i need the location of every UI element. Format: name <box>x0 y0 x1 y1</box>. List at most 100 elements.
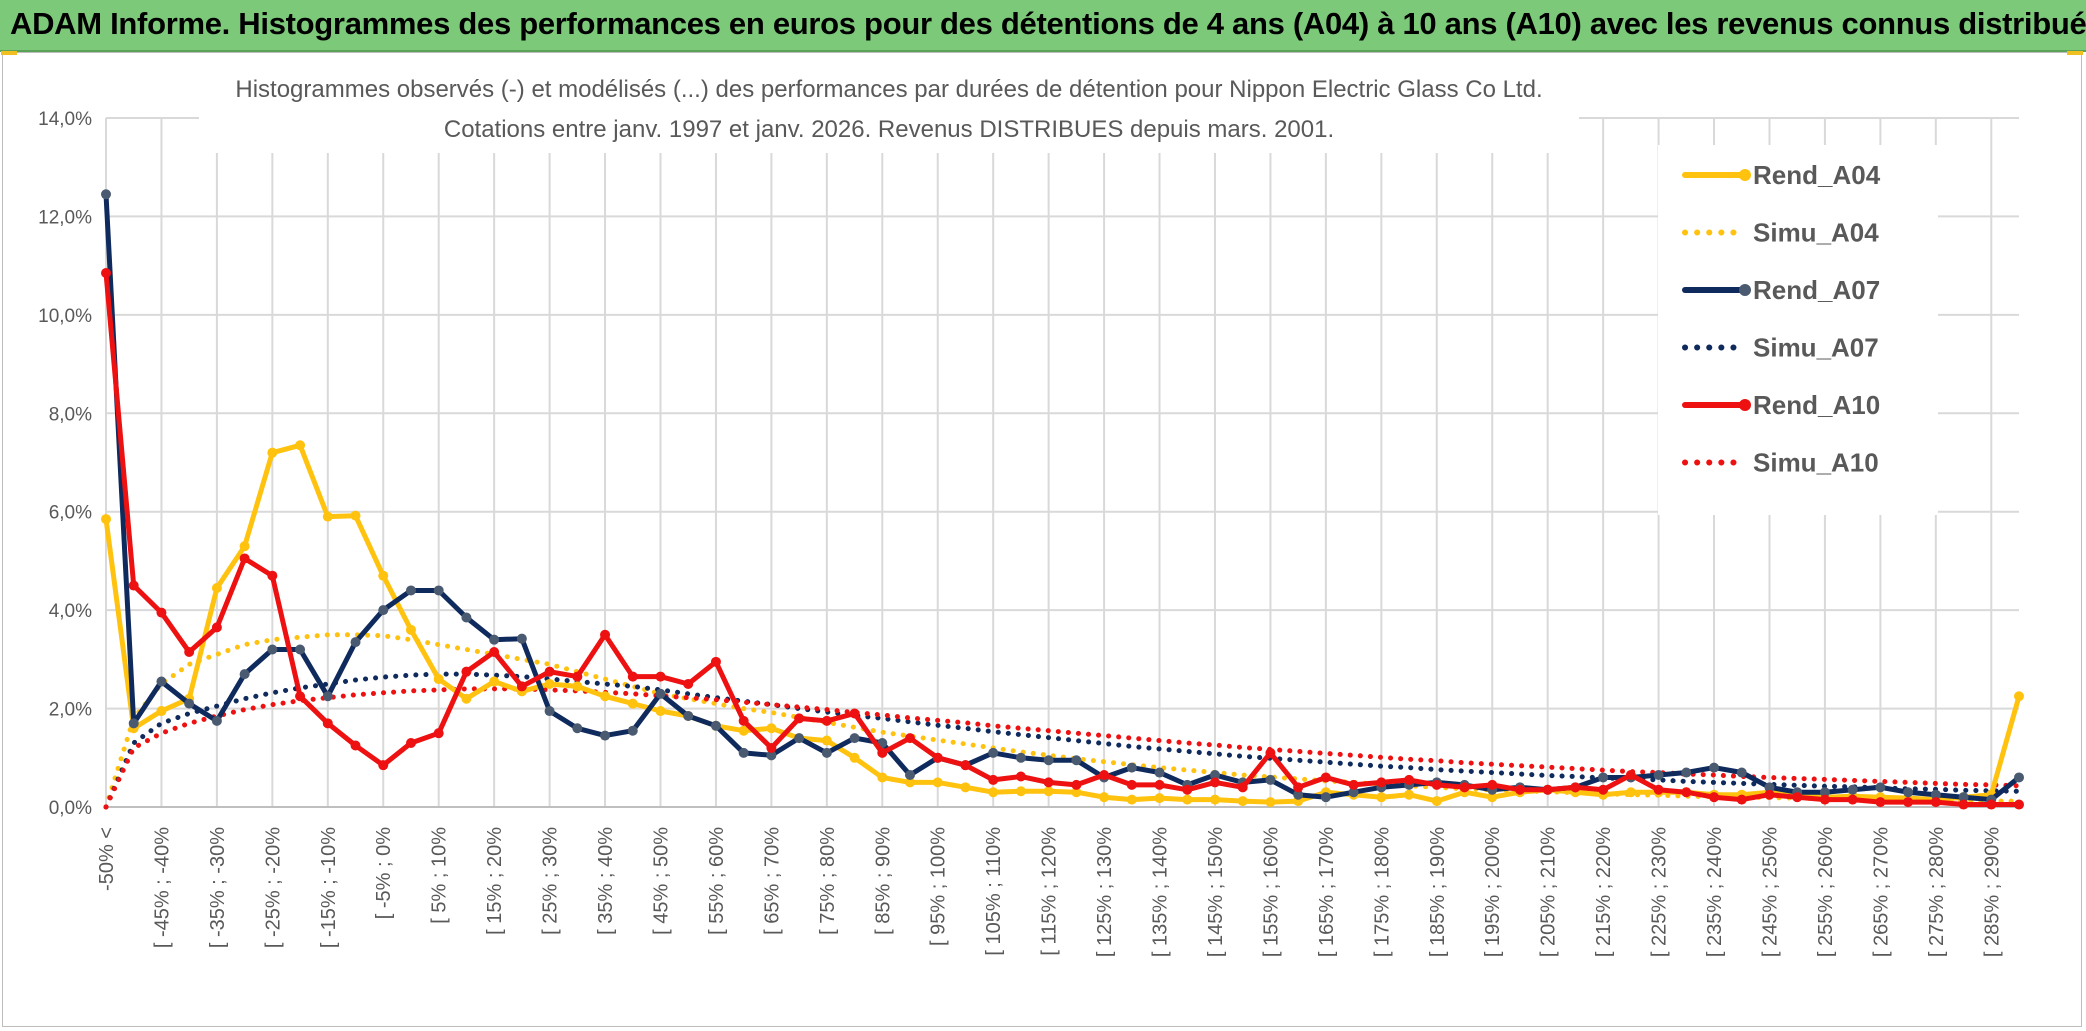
data-point-rend_a10 <box>1736 794 1747 805</box>
x-tick-label: [ 195% ; 200% <box>1482 827 1504 957</box>
frame-corner-right <box>2067 51 2083 55</box>
data-point-rend_a04 <box>1487 792 1498 803</box>
legend-label: Simu_A10 <box>1753 448 1879 478</box>
legend-label: Simu_A04 <box>1753 218 1879 248</box>
chart-frame: 0,0% 2,0% 4,0% 6,0% 8,0% 10,0% 12,0% 14,0% -50%… <box>1 51 2083 1027</box>
x-tick-label: [ 285% ; 290% <box>1981 827 2003 957</box>
data-point-rend_a04 <box>655 706 666 717</box>
x-tick-label: [ 155% ; 160% <box>1260 827 1282 957</box>
data-point-rend_a07 <box>1320 792 1331 803</box>
y-tick-label: 14,0% <box>38 109 92 130</box>
data-point-rend_a10 <box>461 666 472 677</box>
data-point-rend_a10 <box>960 760 971 771</box>
data-point-rend_a10 <box>794 713 805 724</box>
report-banner: ADAM Informe. Histogrammes des performan… <box>0 0 2086 52</box>
data-point-rend_a10 <box>1653 784 1664 795</box>
data-point-rend_a10 <box>1903 797 1914 808</box>
y-tick-label: 8,0% <box>49 404 92 425</box>
data-point-rend_a07 <box>1598 772 1609 783</box>
data-point-rend_a04 <box>1182 794 1193 805</box>
x-tick-label: [ 105% ; 110% <box>983 827 1005 956</box>
data-point-rend_a07 <box>128 718 139 729</box>
x-tick-label: [ 65% ; 70% <box>761 827 783 935</box>
data-point-rend_a07 <box>211 715 222 726</box>
data-point-rend_a04 <box>1209 794 1220 805</box>
data-point-rend_a04 <box>544 678 555 689</box>
legend-marker <box>1739 169 1751 181</box>
data-point-rend_a07 <box>1709 762 1720 773</box>
data-point-rend_a10 <box>156 607 167 618</box>
data-point-rend_a04 <box>821 735 832 746</box>
data-point-rend_a10 <box>655 671 666 682</box>
x-tick-label: [ 235% ; 240% <box>1704 827 1726 957</box>
data-point-rend_a10 <box>1598 784 1609 795</box>
data-point-rend_a10 <box>1320 772 1331 783</box>
data-point-rend_a07 <box>1071 755 1082 766</box>
data-point-rend_a10 <box>683 678 694 689</box>
x-tick-label: -50% < <box>96 827 118 891</box>
data-point-rend_a07 <box>655 688 666 699</box>
data-point-rend_a04 <box>2014 691 2024 702</box>
y-tick-label: 10,0% <box>38 306 92 327</box>
data-point-rend_a07 <box>1265 774 1276 785</box>
data-point-rend_a10 <box>849 708 860 719</box>
data-point-rend_a07 <box>461 612 472 623</box>
title-backdrop <box>199 55 1579 153</box>
x-tick-label: [ -35% ; -30% <box>207 827 229 948</box>
x-tick-label: [ -5% ; 0% <box>373 827 395 919</box>
x-tick-label: [ 55% ; 60% <box>706 827 728 935</box>
data-point-rend_a10 <box>738 715 749 726</box>
data-point-rend_a07 <box>905 770 916 781</box>
x-tick-label: [ 255% ; 260% <box>1815 827 1837 957</box>
data-point-rend_a10 <box>1126 779 1137 790</box>
data-point-rend_a07 <box>1681 767 1692 778</box>
data-point-rend_a04 <box>572 681 583 692</box>
x-tick-label: [ -45% ; -40% <box>151 827 173 948</box>
data-point-rend_a10 <box>1376 777 1387 788</box>
data-point-rend_a07 <box>600 730 611 741</box>
data-point-rend_a10 <box>101 268 111 279</box>
legend: Rend_A04 Simu_A04 Rend_A07 Simu_A07 Rend_A10… <box>1658 145 1938 515</box>
legend-backdrop <box>1658 145 1938 515</box>
data-point-rend_a04 <box>960 782 971 793</box>
histogram-chart: 0,0% 2,0% 4,0% 6,0% 8,0% 10,0% 12,0% 14,0% -50%… <box>38 55 2024 957</box>
data-point-rend_a07 <box>350 637 361 648</box>
data-point-rend_a10 <box>128 580 139 591</box>
data-point-rend_a04 <box>461 693 472 704</box>
data-point-rend_a04 <box>932 777 943 788</box>
data-point-rend_a10 <box>1071 779 1082 790</box>
data-point-rend_a10 <box>1293 782 1304 793</box>
x-tick-label: [ 175% ; 180% <box>1371 827 1393 957</box>
series-line-simu_a10 <box>103 686 2022 810</box>
data-point-rend_a07 <box>544 706 555 717</box>
data-point-rend_a10 <box>1709 792 1720 803</box>
data-point-rend_a07 <box>1293 789 1304 800</box>
data-point-rend_a10 <box>1764 789 1775 800</box>
data-point-rend_a10 <box>1986 799 1997 810</box>
data-point-rend_a07 <box>1847 784 1858 795</box>
data-point-rend_a10 <box>1570 782 1581 793</box>
data-point-rend_a10 <box>710 656 721 667</box>
data-point-rend_a10 <box>211 622 222 633</box>
data-point-rend_a04 <box>156 706 167 717</box>
data-point-rend_a10 <box>1237 782 1248 793</box>
data-point-rend_a07 <box>516 633 527 644</box>
x-tick-label: [ 15% ; 20% <box>484 827 506 935</box>
x-tick-label: [ 185% ; 190% <box>1427 827 1449 957</box>
chart-subtitle: Cotations entre janv. 1997 et janv. 2026… <box>444 116 1334 143</box>
x-tick-label: [ -25% ; -20% <box>262 827 284 948</box>
data-point-rend_a07 <box>1903 787 1914 798</box>
data-point-rend_a10 <box>295 691 306 702</box>
data-point-rend_a10 <box>1404 774 1415 785</box>
data-point-rend_a07 <box>710 720 721 731</box>
data-point-rend_a07 <box>1736 767 1747 778</box>
data-point-rend_a04 <box>378 570 389 581</box>
data-point-rend_a10 <box>1847 794 1858 805</box>
data-point-rend_a04 <box>1071 787 1082 798</box>
data-point-rend_a04 <box>1126 794 1137 805</box>
data-point-rend_a10 <box>572 671 583 682</box>
data-point-rend_a07 <box>1126 762 1137 773</box>
data-point-rend_a10 <box>1681 787 1692 798</box>
data-point-rend_a04 <box>322 511 333 522</box>
x-tick-label: [ 165% ; 170% <box>1316 827 1338 957</box>
